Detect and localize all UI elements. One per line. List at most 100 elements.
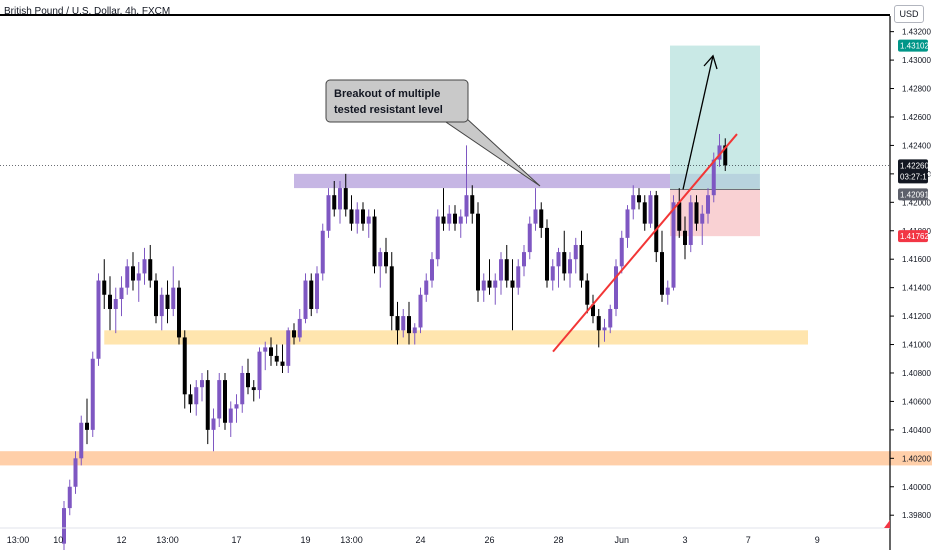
candle-body bbox=[326, 195, 331, 231]
candle-body bbox=[315, 273, 319, 309]
candle-body bbox=[332, 195, 337, 210]
candle-body bbox=[648, 195, 653, 224]
price-tag-target-label: 1.43102 bbox=[900, 42, 929, 51]
drawings-layer bbox=[552, 54, 738, 353]
price-tag-target: 1.43102 bbox=[898, 39, 929, 52]
candle-body bbox=[619, 237, 624, 267]
candle-body bbox=[545, 227, 549, 281]
price-tag-current-bg bbox=[898, 159, 928, 184]
candle-body bbox=[642, 202, 647, 224]
price-tick-label: 1.42600 bbox=[902, 113, 931, 122]
candle-body bbox=[418, 294, 423, 328]
candle-body bbox=[154, 280, 158, 317]
candle-body bbox=[539, 209, 544, 228]
price-tick-label: 1.42000 bbox=[902, 198, 931, 207]
candle-body bbox=[688, 202, 693, 245]
candle-body bbox=[556, 252, 561, 267]
position-layer bbox=[0, 45, 890, 237]
price-tick-label: 1.39800 bbox=[902, 511, 931, 520]
candle-body bbox=[246, 372, 250, 388]
candle-body bbox=[102, 280, 107, 295]
price-tag-entry: 1.42091 bbox=[898, 188, 929, 201]
candle-body bbox=[211, 418, 216, 430]
zones-layer bbox=[0, 173, 932, 466]
annotation-callout[interactable]: Breakout of multiple tested resistant le… bbox=[325, 79, 541, 187]
price-tick-label: 1.42800 bbox=[902, 85, 931, 94]
candle-body bbox=[297, 318, 302, 338]
candle-body bbox=[125, 266, 130, 288]
candle-body bbox=[585, 280, 590, 305]
candle-body bbox=[194, 387, 199, 405]
price-tag-stop: 1.41762 bbox=[898, 230, 929, 243]
candle-body bbox=[223, 380, 227, 423]
candle-body bbox=[665, 287, 670, 295]
breakout-arrow bbox=[682, 55, 714, 190]
candle-body bbox=[159, 294, 164, 317]
candle-body bbox=[292, 330, 296, 338]
candle-body bbox=[608, 308, 613, 328]
price-tag-countdown-label: 03:27:17 bbox=[900, 172, 932, 181]
candle-body bbox=[504, 259, 509, 281]
candle-body bbox=[401, 316, 406, 331]
price-tick-label: 1.40800 bbox=[902, 369, 931, 378]
price-tag-stop-bg bbox=[898, 230, 928, 243]
candle-body bbox=[142, 259, 147, 274]
candle-body bbox=[493, 280, 498, 288]
price-tag-target-bg bbox=[898, 39, 928, 52]
candle-body bbox=[113, 299, 118, 309]
candle-body bbox=[384, 252, 388, 267]
candle-body bbox=[251, 387, 256, 391]
candle-body bbox=[85, 422, 89, 430]
price-tag-current-label: 1.42260 bbox=[900, 161, 929, 170]
time-tick-label: 3 bbox=[682, 535, 687, 545]
candle-body bbox=[464, 195, 469, 217]
candle-body bbox=[654, 195, 659, 253]
time-tick-label: 12 bbox=[116, 535, 126, 545]
candle-body bbox=[309, 280, 314, 309]
candle-body bbox=[372, 216, 377, 267]
candle-body bbox=[453, 213, 457, 224]
callout-box bbox=[325, 79, 469, 123]
price-tick-label: 1.40600 bbox=[902, 397, 931, 406]
candle-body bbox=[177, 287, 181, 338]
support-zone bbox=[104, 330, 808, 345]
price-tick-label: 1.40200 bbox=[902, 454, 931, 463]
candle-body bbox=[349, 209, 354, 224]
time-tick-label: 26 bbox=[484, 535, 494, 545]
candle-body bbox=[96, 280, 101, 359]
candle-body bbox=[257, 351, 262, 391]
candle-body bbox=[182, 337, 187, 395]
candle-body bbox=[573, 244, 578, 260]
lower-support-zone bbox=[0, 451, 932, 466]
candle-body bbox=[378, 252, 383, 267]
candle-body bbox=[361, 209, 365, 224]
candle-body bbox=[407, 316, 411, 334]
symbol-title[interactable]: British Pound / U.S. Dollar, 4h, FXCM bbox=[4, 6, 171, 17]
candle-body bbox=[263, 347, 268, 352]
price-tag-entry-bg bbox=[898, 188, 928, 201]
time-tick-label: 28 bbox=[553, 535, 563, 545]
time-tick-label: 13:00 bbox=[340, 535, 363, 545]
candle-body bbox=[677, 202, 682, 231]
candle-body bbox=[660, 252, 664, 295]
currency-button[interactable]: USD bbox=[894, 5, 924, 23]
candle-body bbox=[119, 287, 124, 300]
candle-body bbox=[188, 394, 193, 405]
candle-body bbox=[470, 195, 475, 214]
time-tick-label: 19 bbox=[300, 535, 310, 545]
candle-body bbox=[286, 330, 291, 366]
time-tick-label: 7 bbox=[746, 535, 751, 545]
price-tag-entry-label: 1.42091 bbox=[900, 190, 929, 199]
candle-body bbox=[320, 230, 325, 274]
candle-body bbox=[550, 266, 555, 281]
candle-body bbox=[447, 213, 452, 224]
callout-line-1: Breakout of multiple bbox=[334, 88, 440, 100]
candle-body bbox=[90, 358, 95, 430]
candle-body bbox=[711, 159, 716, 196]
callout-line-2: tested resistant level bbox=[334, 104, 443, 116]
candle-body bbox=[269, 347, 273, 356]
candle-body bbox=[527, 223, 532, 253]
price-tick-label: 1.43000 bbox=[902, 56, 931, 65]
